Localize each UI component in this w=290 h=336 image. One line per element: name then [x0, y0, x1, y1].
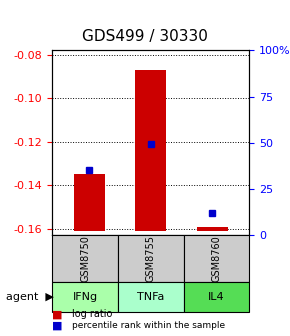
Text: TNFa: TNFa — [137, 292, 164, 302]
Text: GSM8760: GSM8760 — [211, 235, 222, 282]
Text: log ratio: log ratio — [72, 309, 113, 319]
Text: GDS499 / 30330: GDS499 / 30330 — [82, 29, 208, 44]
Text: IFNg: IFNg — [72, 292, 98, 302]
Text: GSM8750: GSM8750 — [80, 235, 90, 282]
Bar — [197, 226, 228, 231]
Text: IL4: IL4 — [208, 292, 225, 302]
Bar — [74, 174, 105, 231]
Text: GSM8755: GSM8755 — [146, 235, 156, 282]
Text: ■: ■ — [52, 321, 63, 331]
Text: agent  ▶: agent ▶ — [6, 292, 54, 302]
Text: ■: ■ — [52, 309, 63, 319]
Bar — [135, 70, 166, 231]
Text: percentile rank within the sample: percentile rank within the sample — [72, 322, 226, 330]
